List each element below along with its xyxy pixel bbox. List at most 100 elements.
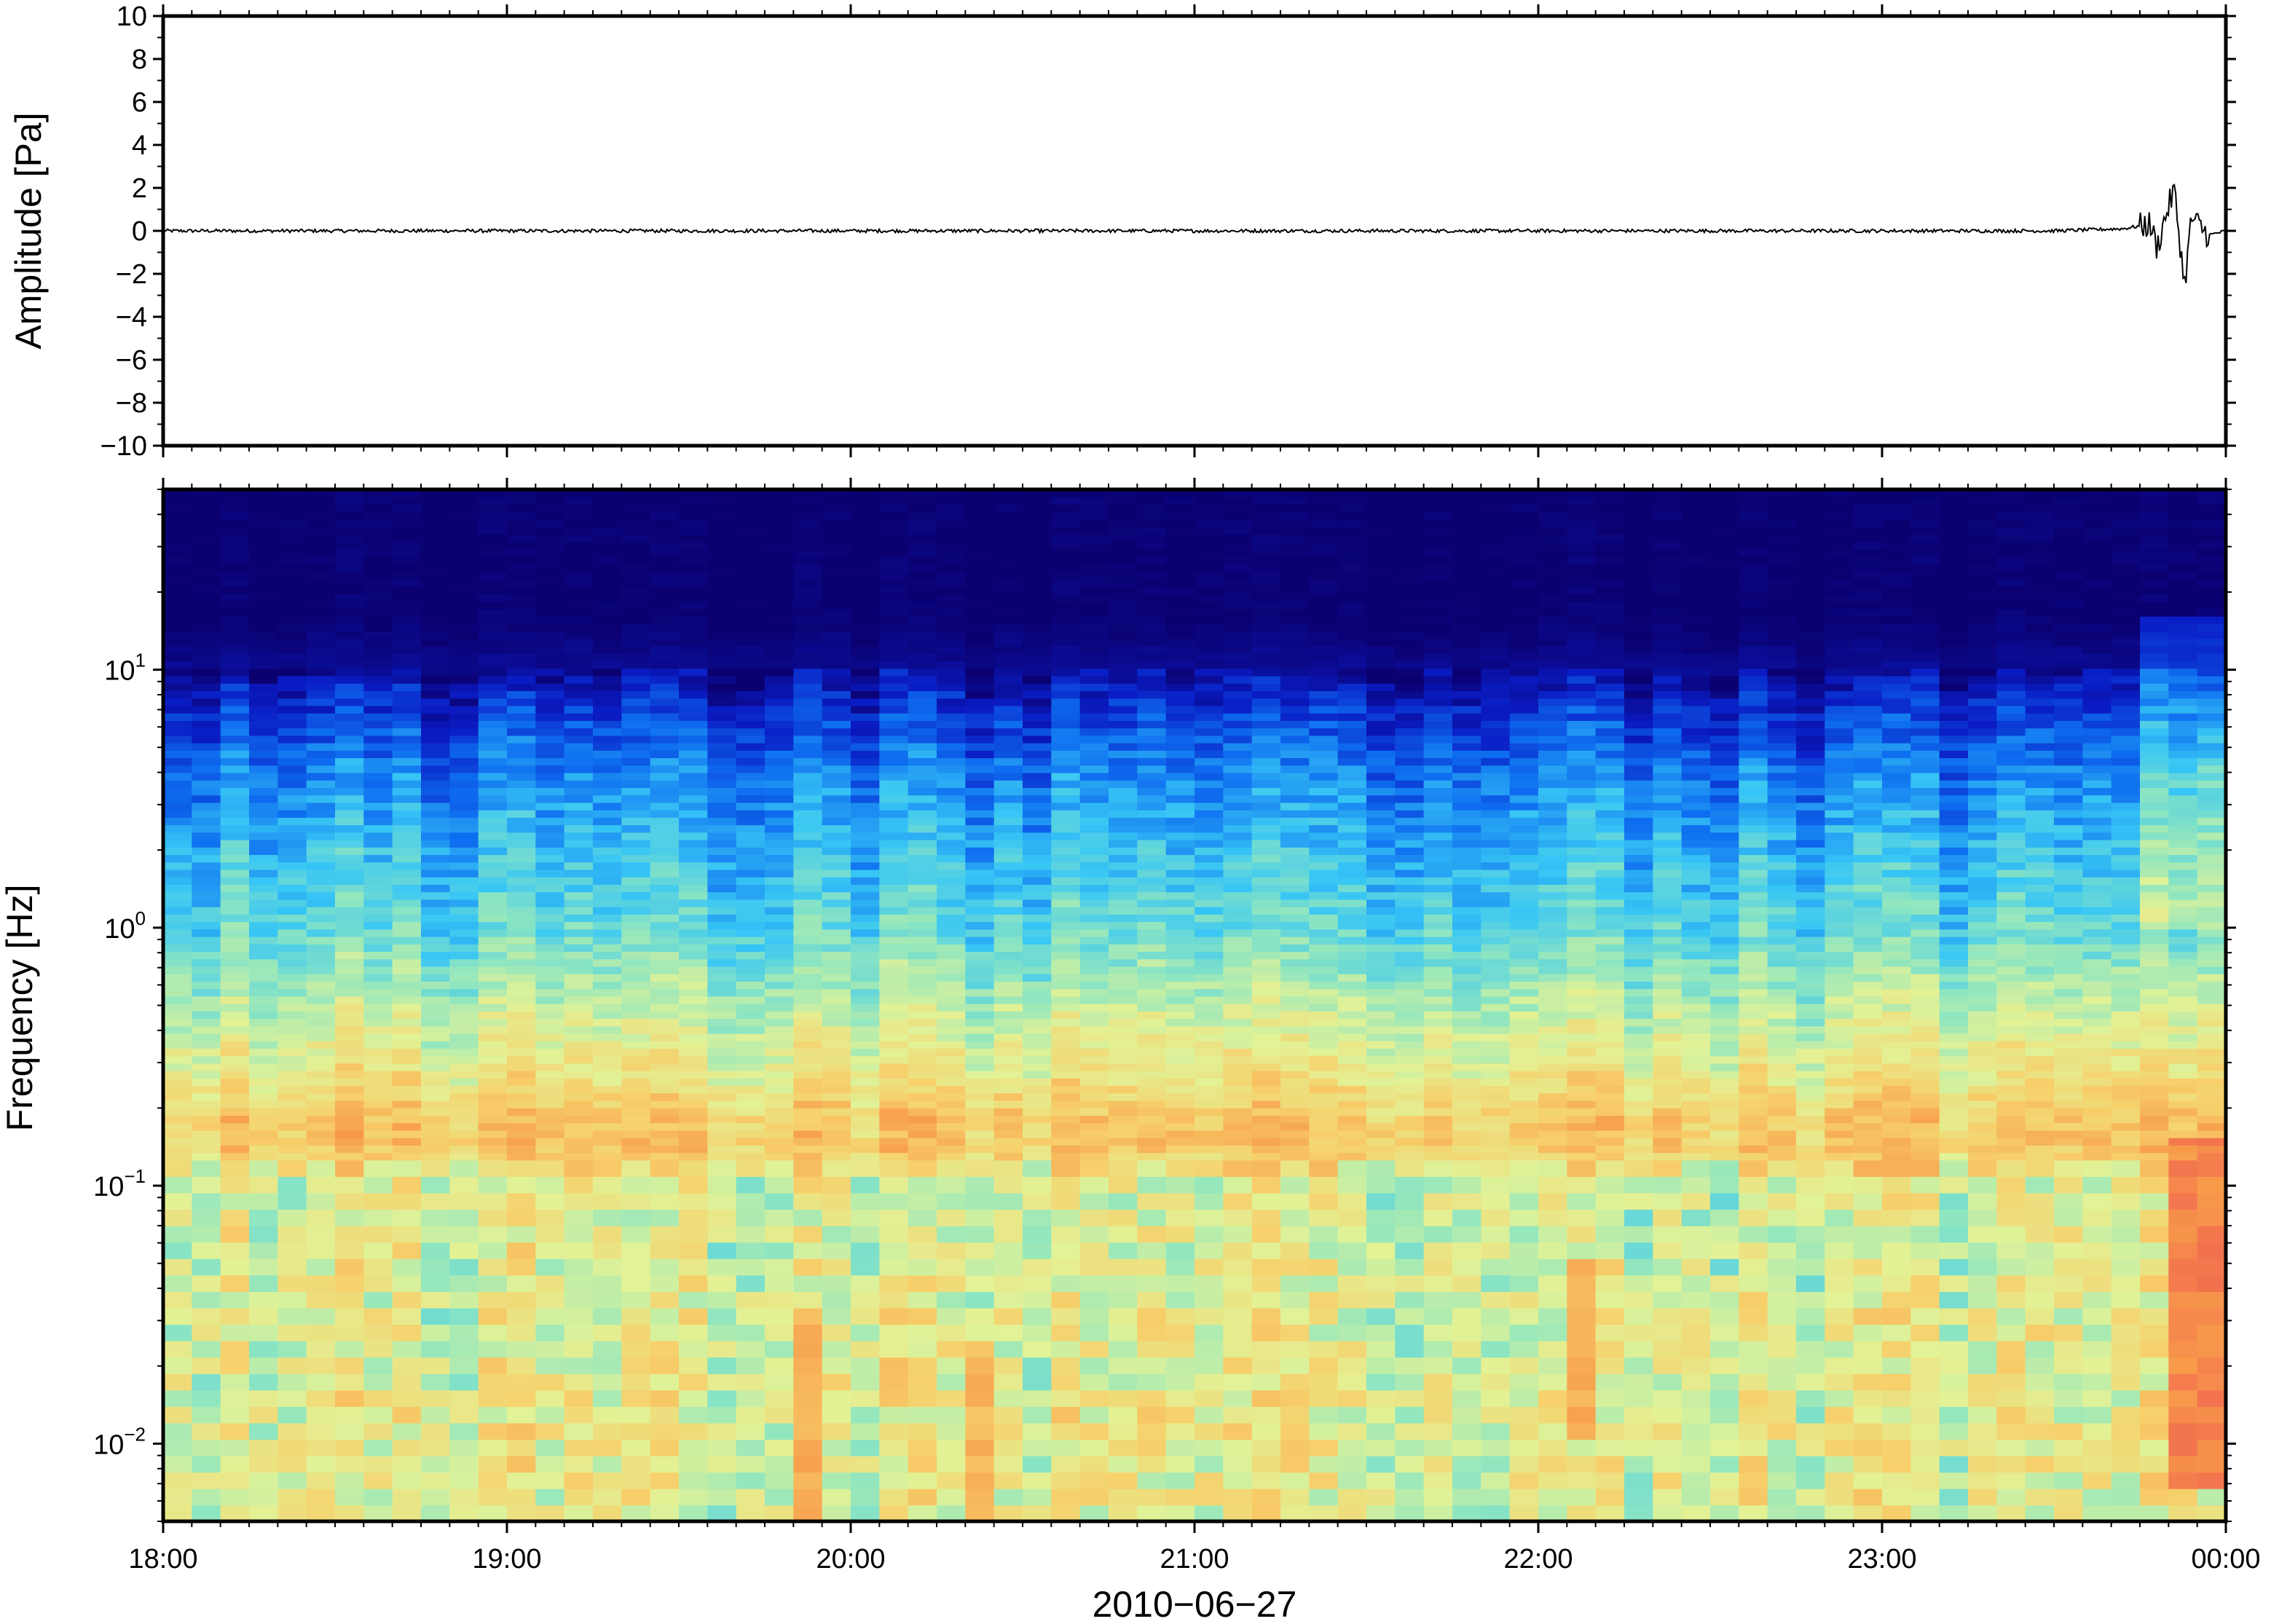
spectrogram-cell: [1194, 1340, 1224, 1358]
spectrogram-cell: [1051, 914, 1081, 923]
spectrogram-cell: [1023, 705, 1052, 714]
spectrogram-cell: [965, 623, 995, 632]
spectrogram-cell: [793, 638, 823, 647]
spectrogram-cell: [908, 1041, 937, 1049]
spectrogram-cell: [564, 1192, 594, 1210]
spectrogram-cell: [564, 1152, 594, 1161]
spectrogram-cell: [449, 779, 479, 788]
spectrogram-cell: [1194, 1242, 1224, 1259]
spectrogram-cell: [879, 638, 909, 647]
spectrogram-cell: [1337, 586, 1367, 595]
spectrogram-cell: [507, 668, 537, 677]
spectrogram-cell: [1337, 504, 1367, 513]
spectrogram-cell: [1395, 645, 1425, 654]
spectrogram-cell: [593, 1078, 623, 1087]
spectrogram-cell: [192, 1209, 221, 1226]
spectrogram-cell: [535, 578, 565, 587]
spectrogram-cell: [392, 1390, 422, 1407]
spectrogram-cell: [278, 944, 307, 953]
spectrogram-cell: [937, 839, 967, 848]
spectrogram-cell: [1023, 981, 1052, 990]
spectrogram-cell: [564, 690, 594, 699]
spectrogram-cell: [1137, 1138, 1167, 1146]
spectrogram-cell: [449, 906, 479, 915]
spectrogram-cell: [478, 541, 508, 550]
spectrogram-cell: [363, 1152, 393, 1161]
spectrogram-cell: [593, 541, 623, 550]
spectrogram-cell: [1079, 1373, 1109, 1391]
spectrogram-cell: [1280, 779, 1310, 788]
spectrogram-cell: [736, 631, 765, 639]
spectrogram-cell: [449, 1070, 479, 1079]
spectrogram-cell: [306, 519, 336, 527]
spectrogram-cell: [1194, 1115, 1224, 1124]
spectrogram-cell: [392, 615, 422, 624]
spectrogram-cell: [1109, 675, 1138, 684]
spectrogram-cell: [679, 645, 709, 654]
spectrogram-cell: [1023, 750, 1052, 759]
spectrogram-cell: [965, 787, 995, 796]
spectrogram-cell: [765, 1130, 795, 1138]
spectrogram-cell: [851, 578, 881, 587]
spectrogram-cell: [765, 1505, 795, 1522]
spectrogram-cell: [421, 615, 451, 624]
spectrogram-cell: [363, 631, 393, 639]
spectrogram-cell: [765, 765, 795, 773]
spectrogram-cell: [1194, 914, 1224, 923]
spectrogram-cell: [392, 631, 422, 639]
spectrogram-cell: [621, 906, 651, 915]
spectrogram-cell: [650, 497, 680, 505]
spectrogram-cell: [1337, 728, 1367, 736]
spectrogram-cell: [1395, 1274, 1425, 1292]
spectrogram-cell: [765, 1324, 795, 1341]
spectrogram-cell: [249, 936, 279, 945]
spectrogram-cell: [1137, 541, 1167, 550]
spectrogram-cell: [1051, 578, 1081, 587]
spectrogram-cell: [1366, 839, 1396, 848]
spectrogram-cell: [192, 1192, 221, 1210]
spectrogram-cell: [1023, 951, 1052, 960]
spectrogram-cell: [965, 1488, 995, 1506]
spectrogram-cell: [335, 1078, 365, 1087]
spectrogram-cell: [879, 548, 909, 557]
spectrogram-cell: [793, 601, 823, 610]
spectrogram-cell: [1079, 862, 1109, 870]
spectrogram-cell: [1309, 981, 1339, 990]
spectrogram-cell: [335, 1373, 365, 1391]
spectrogram-cell: [822, 1505, 851, 1522]
spectrogram-cell: [822, 1138, 851, 1146]
spectrogram-cell: [879, 795, 909, 803]
spectrogram-cell: [1280, 1406, 1310, 1424]
spectrogram-cell: [363, 1505, 393, 1522]
spectrogram-cell: [765, 1085, 795, 1094]
spectrogram-cell: [1165, 1011, 1195, 1020]
spectrogram-cell: [1023, 1406, 1052, 1424]
spectrogram-cell: [793, 973, 823, 982]
spectrogram-cell: [621, 981, 651, 990]
spectrogram-cell: [765, 541, 795, 550]
spectrogram-cell: [736, 1070, 765, 1079]
spectrogram-cell: [1194, 1390, 1224, 1407]
spectrogram-cell: [564, 1100, 594, 1108]
spectrogram-cell: [851, 914, 881, 923]
spectrogram-cell: [1023, 832, 1052, 840]
spectrogram-cell: [707, 1152, 737, 1161]
spectrogram-cell: [1366, 497, 1396, 505]
spectrogram-cell: [593, 1274, 623, 1292]
spectrogram-cell: [363, 497, 393, 505]
spectrogram-cell: [1109, 906, 1138, 915]
spectrogram-cell: [564, 586, 594, 595]
spectrogram-cell: [220, 720, 250, 729]
spectrogram-cell: [593, 1505, 623, 1522]
spectrogram-cell: [1366, 675, 1396, 684]
spectrogram-cell: [879, 527, 909, 535]
spectrogram-cell: [1280, 1225, 1310, 1243]
spectrogram-cell: [192, 1018, 221, 1027]
spectrogram-cell: [249, 541, 279, 550]
spectrogram-cell: [879, 586, 909, 595]
spectrogram-cell: [1023, 1192, 1052, 1210]
spectrogram-cell: [1051, 645, 1081, 654]
spectrogram-cell: [851, 817, 881, 826]
spectrogram-cell: [908, 1122, 937, 1131]
spectrogram-cell: [335, 1055, 365, 1064]
